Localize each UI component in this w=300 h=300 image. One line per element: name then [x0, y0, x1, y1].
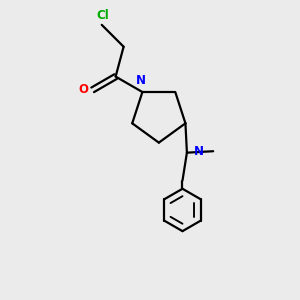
Text: N: N: [136, 74, 146, 87]
Text: N: N: [194, 145, 203, 158]
Text: Cl: Cl: [97, 9, 110, 22]
Text: O: O: [78, 83, 88, 96]
